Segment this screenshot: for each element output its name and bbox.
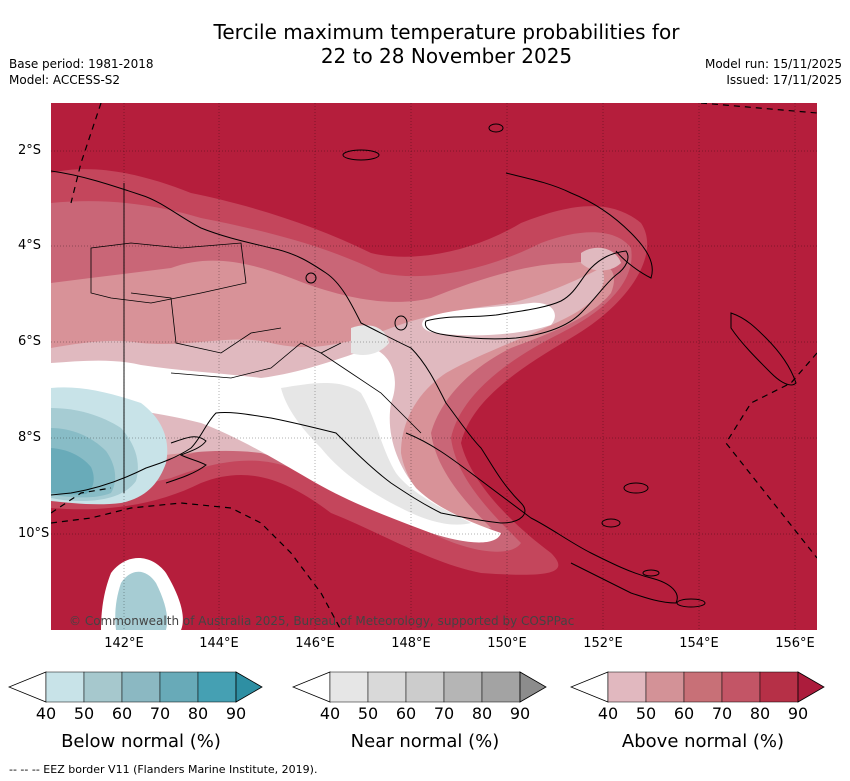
louisiade-island — [642, 569, 660, 577]
below-80-region — [51, 448, 94, 495]
lon-label-144e: 144°E — [199, 636, 239, 651]
cbar-tick: 50 — [357, 704, 379, 723]
colorbar-below-segments — [8, 671, 263, 703]
lon-label-148e: 148°E — [391, 636, 431, 651]
trobriand-island — [601, 518, 621, 528]
colorbar-above-normal — [570, 671, 825, 703]
south-below-region — [115, 571, 168, 630]
rossel-island — [676, 598, 706, 608]
map-title: Tercile maximum temperature probabilitie… — [0, 20, 850, 68]
river-delta-coast — [165, 436, 207, 484]
base-period: Base period: 1981-2018 — [9, 57, 154, 71]
cbar-tick: 40 — [35, 704, 57, 723]
colorbar-segment — [607, 671, 647, 703]
colorbar-segment — [759, 671, 799, 703]
woodlark-island — [623, 482, 649, 494]
colorbar-right-arrow — [797, 671, 825, 703]
cbar-tick: 80 — [187, 704, 209, 723]
near-normal-region — [281, 383, 471, 525]
colorbar-right-arrow — [519, 671, 547, 703]
title-line-1: Tercile maximum temperature probabilitie… — [213, 20, 680, 44]
eez-border-ne — [700, 103, 817, 114]
cbar-tick: 90 — [225, 704, 247, 723]
colorbar-segment — [159, 671, 199, 703]
colorbar-segment — [329, 671, 369, 703]
colorbar-segment — [721, 671, 761, 703]
admiralty-island — [488, 123, 504, 133]
cbar-tick: 50 — [635, 704, 657, 723]
meta-left: Base period: 1981-2018 Model: ACCESS-S2 — [9, 56, 154, 88]
cbar-tick: 80 — [749, 704, 771, 723]
colorbar-segment — [405, 671, 445, 703]
bougainville-coastline — [730, 312, 797, 386]
colorbar-near-segments — [292, 671, 547, 703]
issued-date: Issued: 17/11/2025 — [726, 73, 842, 87]
cbar-tick: 70 — [149, 704, 171, 723]
province-line-4 — [320, 352, 422, 434]
lon-label-156e: 156°E — [775, 636, 815, 651]
colorbar-above-segments — [570, 671, 825, 703]
cbar-tick: 60 — [395, 704, 417, 723]
colorbar-segment — [83, 671, 123, 703]
cbar-tick: 50 — [73, 704, 95, 723]
colorbar-below-label: Below normal (%) — [61, 731, 221, 752]
lat-label-8s: 8°S — [18, 430, 42, 445]
cbar-tick: 70 — [433, 704, 455, 723]
lon-label-146e: 146°E — [295, 636, 335, 651]
eez-border-sw — [51, 487, 112, 514]
colorbar-segment — [367, 671, 407, 703]
colorbar-segment — [481, 671, 521, 703]
cbar-tick: 40 — [597, 704, 619, 723]
small-island-1 — [305, 272, 317, 284]
colorbar-below-normal — [8, 671, 263, 703]
colorbar-segment — [683, 671, 723, 703]
lon-label-154e: 154°E — [679, 636, 719, 651]
cbar-tick: 70 — [711, 704, 733, 723]
province-line-1 — [90, 242, 247, 304]
colorbar-segment — [121, 671, 161, 703]
cbar-tick: 60 — [673, 704, 695, 723]
lon-label-150e: 150°E — [487, 636, 527, 651]
colorbar-segment — [197, 671, 237, 703]
cbar-tick: 60 — [111, 704, 133, 723]
colorbar-segment — [45, 671, 85, 703]
eez-border-e — [725, 352, 817, 559]
cbar-tick: 90 — [509, 704, 531, 723]
meta-right: Model run: 15/11/2025 Issued: 17/11/2025 — [705, 56, 842, 88]
colorbar-segment — [443, 671, 483, 703]
cbar-tick: 90 — [787, 704, 809, 723]
cbar-tick: 80 — [471, 704, 493, 723]
new-britain-highlight — [581, 247, 621, 271]
colorbar-segment — [645, 671, 685, 703]
new-ireland-coastline — [505, 172, 653, 279]
colorbar-left-arrow — [8, 671, 47, 703]
model-name: Model: ACCESS-S2 — [9, 73, 121, 87]
colorbar-left-arrow — [292, 671, 331, 703]
eez-footnote: -- -- -- EEZ border V11 (Flanders Marine… — [9, 763, 318, 776]
lat-label-4s: 4°S — [18, 238, 42, 253]
lon-label-142e: 142°E — [104, 636, 144, 651]
lat-label-10s: 10°S — [18, 526, 50, 541]
model-run: Model run: 15/11/2025 — [704, 57, 842, 71]
province-line-3 — [170, 342, 342, 379]
province-line-2 — [130, 292, 282, 354]
lon-label-152e: 152°E — [583, 636, 623, 651]
colorbar-left-arrow — [570, 671, 609, 703]
lat-label-2s: 2°S — [18, 143, 42, 158]
colorbar-above-label: Above normal (%) — [621, 731, 785, 752]
colorbar-near-label: Near normal (%) — [350, 731, 500, 752]
eez-border-nw — [70, 103, 102, 204]
title-line-2: 22 to 28 November 2025 — [320, 44, 573, 68]
colorbar-right-arrow — [235, 671, 263, 703]
copyright-text: © Commonwealth of Australia 2025, Bureau… — [69, 614, 575, 628]
cbar-tick: 40 — [319, 704, 341, 723]
small-island-2 — [394, 315, 408, 331]
probability-map — [51, 103, 817, 630]
lat-label-6s: 6°S — [18, 334, 42, 349]
peninsula-coastline — [405, 432, 678, 604]
colorbar-near-normal — [292, 671, 547, 703]
new-britain-coastline — [424, 250, 629, 340]
eez-border-south — [51, 502, 342, 630]
manus-island — [342, 149, 380, 161]
